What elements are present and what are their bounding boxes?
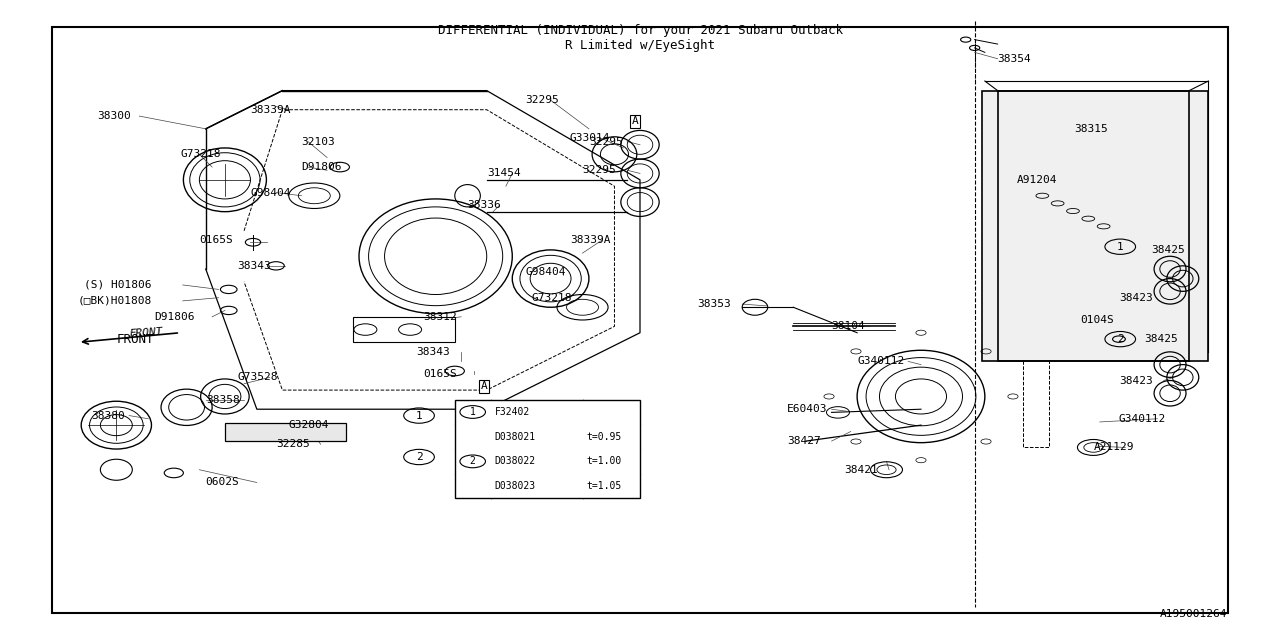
Text: 2: 2 — [416, 452, 422, 462]
Text: 38358: 38358 — [206, 395, 239, 404]
Text: 32295: 32295 — [525, 95, 559, 105]
Text: t=1.05: t=1.05 — [586, 481, 622, 491]
Text: 2: 2 — [1117, 334, 1124, 344]
Text: 32295: 32295 — [582, 165, 616, 175]
Bar — [982, 91, 1208, 362]
Text: G340112: G340112 — [1119, 414, 1166, 424]
Text: 38315: 38315 — [1074, 124, 1108, 134]
Text: 38425: 38425 — [1144, 334, 1179, 344]
Text: 31454: 31454 — [486, 168, 521, 179]
Text: t=1.00: t=1.00 — [586, 456, 622, 467]
Text: 38343: 38343 — [238, 261, 271, 271]
Text: G73218: G73218 — [531, 292, 572, 303]
Text: D038022: D038022 — [494, 456, 535, 467]
Text: G33014: G33014 — [570, 133, 611, 143]
Text: D91806: D91806 — [155, 312, 195, 322]
Text: 38339A: 38339A — [251, 105, 291, 115]
Text: 38312: 38312 — [422, 312, 457, 322]
Text: 1: 1 — [1117, 242, 1124, 252]
Text: A: A — [631, 116, 639, 126]
Text: A91204: A91204 — [1016, 175, 1057, 185]
Text: 38336: 38336 — [467, 200, 502, 211]
Text: A195001264: A195001264 — [1160, 609, 1228, 620]
Text: t=0.95: t=0.95 — [586, 432, 622, 442]
Text: E60403: E60403 — [787, 404, 827, 414]
Text: 32295: 32295 — [589, 136, 622, 147]
Text: 0165S: 0165S — [422, 369, 457, 379]
Text: 38421: 38421 — [845, 465, 878, 475]
Text: 38380: 38380 — [91, 411, 124, 420]
Text: A21129: A21129 — [1093, 442, 1134, 452]
Text: 2: 2 — [470, 456, 476, 467]
Bar — [454, 399, 640, 499]
Text: DIFFERENTIAL (INDIVIDUAL) for your 2021 Subaru Outback
R Limited w/EyeSight: DIFFERENTIAL (INDIVIDUAL) for your 2021 … — [438, 24, 842, 52]
Text: G340112: G340112 — [858, 356, 905, 367]
Text: A: A — [481, 381, 488, 391]
Text: 38423: 38423 — [1119, 292, 1153, 303]
Text: 38354: 38354 — [997, 54, 1032, 64]
Text: FRONT: FRONT — [129, 327, 164, 339]
Text: 0165S: 0165S — [200, 236, 233, 245]
Text: 38104: 38104 — [832, 321, 865, 332]
Text: 32103: 32103 — [302, 136, 335, 147]
Text: G98404: G98404 — [251, 188, 291, 198]
Text: 38427: 38427 — [787, 436, 820, 446]
Text: D038021: D038021 — [494, 432, 535, 442]
Text: G32804: G32804 — [289, 420, 329, 430]
Text: 1: 1 — [470, 407, 476, 417]
Text: 38300: 38300 — [97, 111, 131, 121]
Text: 38339A: 38339A — [570, 236, 611, 245]
Text: 38343: 38343 — [416, 347, 451, 357]
Text: (S) H01806: (S) H01806 — [84, 280, 152, 290]
Text: F32402: F32402 — [494, 407, 530, 417]
Text: (□BK)H01808: (□BK)H01808 — [78, 296, 152, 306]
Text: 32285: 32285 — [276, 439, 310, 449]
Text: G73218: G73218 — [180, 149, 220, 159]
Text: G98404: G98404 — [525, 268, 566, 277]
Text: FRONT: FRONT — [116, 333, 154, 346]
Text: 38353: 38353 — [698, 299, 731, 309]
Text: G73528: G73528 — [238, 372, 278, 382]
Bar — [352, 317, 454, 342]
Text: 38423: 38423 — [1119, 376, 1153, 385]
Text: D038023: D038023 — [494, 481, 535, 491]
Text: 0602S: 0602S — [206, 477, 239, 488]
Text: 38425: 38425 — [1151, 245, 1184, 255]
Text: 1: 1 — [416, 411, 422, 420]
Text: D91806: D91806 — [302, 162, 342, 172]
Bar — [225, 423, 346, 441]
Text: 0104S: 0104S — [1080, 315, 1115, 325]
